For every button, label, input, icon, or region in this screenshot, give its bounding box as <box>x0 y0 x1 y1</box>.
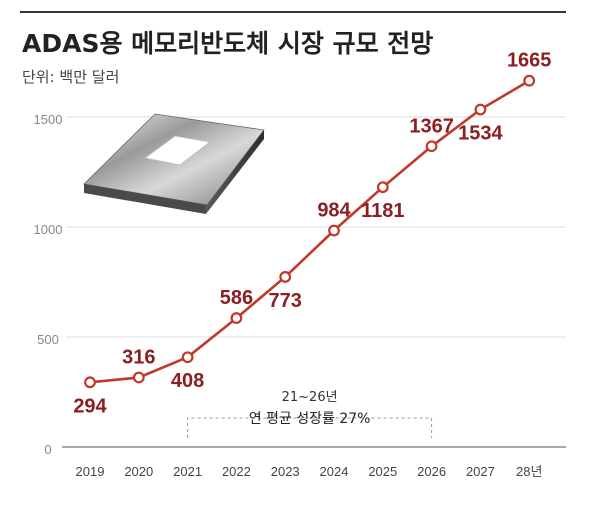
chart-title: ADAS용 메모리반도체 시장 규모 전망 <box>22 29 433 58</box>
data-point-2021 <box>181 351 194 364</box>
x-tick-2022: 2022 <box>222 464 251 479</box>
x-tick-2020: 2020 <box>124 464 153 479</box>
y-tick-1000: 1000 <box>34 222 63 237</box>
data-label-2025: 1181 <box>361 200 404 222</box>
data-point-2025 <box>376 181 389 194</box>
data-labels: 294 316 408 586 773 984 1181 1367 1534 1… <box>73 50 551 418</box>
data-label-2028: 1665 <box>507 50 552 72</box>
x-tick-2027: 2027 <box>466 464 495 479</box>
data-label-2020: 316 <box>122 346 155 368</box>
data-point-28년 <box>523 74 536 87</box>
data-label-2023: 773 <box>269 290 302 312</box>
x-tick-2019: 2019 <box>76 464 105 479</box>
data-label-2024: 984 <box>317 200 351 222</box>
y-tick-0: 0 <box>44 442 51 457</box>
x-tick-2025: 2025 <box>368 464 397 479</box>
data-point-2026 <box>425 140 438 153</box>
y-tick-500: 500 <box>37 332 59 347</box>
x-tick-2028: 28년 <box>516 464 542 479</box>
data-points <box>84 74 536 389</box>
data-point-2020 <box>132 371 145 384</box>
data-point-2023 <box>279 271 292 283</box>
data-point-2024 <box>328 224 340 237</box>
data-label-2019: 294 <box>73 395 107 417</box>
x-axis-ticks: 2019 2020 2021 2022 2023 2024 2025 2026 … <box>76 464 543 479</box>
x-tick-2026: 2026 <box>417 464 446 479</box>
chart-subtitle: 단위: 백만 달러 <box>22 68 119 86</box>
x-tick-2023: 2023 <box>271 464 300 479</box>
y-tick-1500: 1500 <box>34 112 63 127</box>
annotation-period: 21~26년 <box>282 390 338 405</box>
data-label-2026: 1367 <box>409 115 454 137</box>
memory-chip-icon <box>83 113 265 214</box>
data-point-2019 <box>84 376 96 389</box>
data-label-2021: 408 <box>171 370 204 392</box>
gridlines <box>66 116 566 338</box>
y-axis-ticks: 0 500 1000 1500 <box>34 112 63 457</box>
data-point-2022 <box>230 312 243 324</box>
data-label-2022: 586 <box>220 287 253 309</box>
growth-annotation: 21~26년 연 평균 성장률 27% <box>187 390 433 438</box>
data-point-2027 <box>474 103 487 116</box>
annotation-cagr: 연 평균 성장률 27% <box>249 411 371 427</box>
data-label-2027: 1534 <box>458 123 503 145</box>
x-tick-2021: 2021 <box>173 464 202 479</box>
x-tick-2024: 2024 <box>320 464 349 479</box>
series-line <box>89 79 530 384</box>
